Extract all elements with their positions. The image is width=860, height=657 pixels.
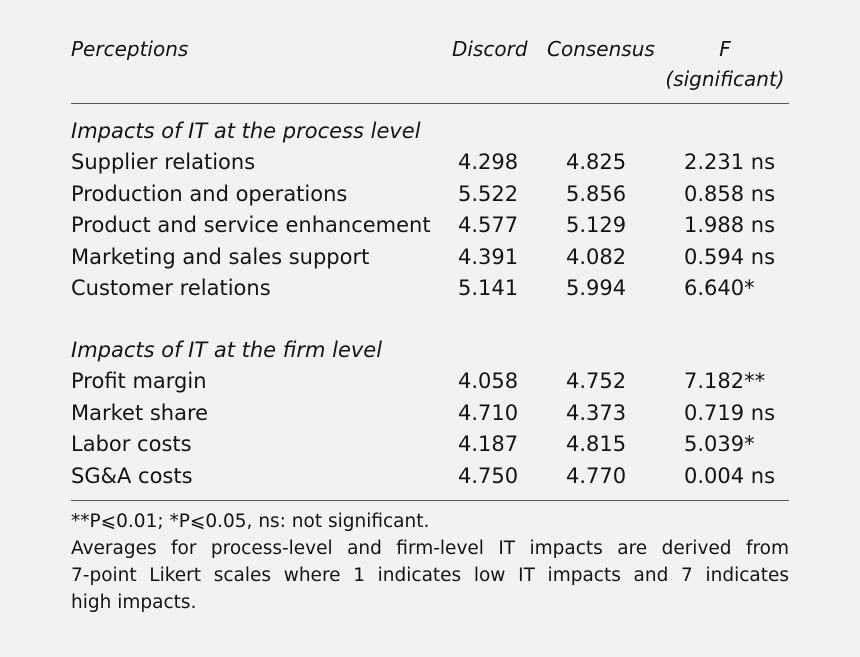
table-row: Marketing and sales support 4.391 4.082 0.5… [71,242,789,273]
table-row: Product and service enhancement 4.577 5.12… [71,210,789,241]
consensus-value: 4.770 [566,463,627,488]
row-label: Supplier relations [71,150,256,174]
likert-note-line-1: Averages for process-level and firm-leve… [71,538,789,559]
header-f: F (significant) [661,34,789,94]
discord-value: 5.141 [458,276,519,300]
header-consensus: Consensus [547,37,655,61]
consensus-value: 4.373 [566,400,627,425]
header-perceptions: Perceptions [71,37,189,61]
row-label: Product and service enhancement [71,213,431,237]
top-rule [71,103,789,104]
discord-value: 4.391 [458,244,519,269]
section-title: Impacts of IT at the firm level [71,338,383,362]
consensus-value: 5.856 [566,181,627,206]
section-title: Impacts of IT at the process level [71,119,421,143]
row-label: SG&A costs [71,463,193,488]
likert-note-line-2: 7-point Likert scales where 1 indicates … [71,565,789,586]
consensus-value: 4.752 [566,369,627,393]
discord-value: 4.058 [458,369,519,393]
f-value: 0.004 ns [684,463,776,488]
row-label: Labor costs [71,432,192,456]
row-label: Marketing and sales support [71,244,370,269]
likert-note-line-3: high impacts. [71,592,197,613]
consensus-value: 4.082 [566,244,627,269]
consensus-value: 4.815 [566,432,627,456]
discord-value: 4.187 [458,432,519,456]
table-row: SG&A costs 4.750 4.770 0.004 ns [71,461,789,492]
consensus-value: 5.994 [566,276,627,300]
table-row: Labor costs 4.187 4.815 5.039* [71,429,789,460]
f-value: 0.719 ns [684,400,776,425]
header-significant: (significant) [665,67,785,91]
results-table: Perceptions Discord Consensus F (signifi… [71,0,789,657]
table-row: Profit margin 4.058 4.752 7.182** [71,366,789,397]
discord-value: 4.710 [458,400,519,425]
consensus-value: 4.825 [566,150,627,174]
table-row: Production and operations 5.522 5.856 0.858… [71,179,789,210]
discord-value: 5.522 [458,181,519,206]
f-value: 6.640* [684,276,755,300]
f-value: 1.988 ns [684,213,776,237]
f-value: 7.182** [684,369,766,393]
f-value: 0.858 ns [684,181,776,206]
header-discord: Discord [452,37,528,61]
discord-value: 4.298 [458,150,519,174]
header-f-label: F [719,37,731,61]
f-value: 0.594 ns [684,244,776,269]
f-value: 2.231 ns [684,150,776,174]
f-value: 5.039* [684,432,755,456]
footnotes: **P⩽0.01; *P⩽0.05, ns: not significant. … [71,508,789,616]
row-label: Production and operations [71,181,348,206]
significance-note: **P⩽0.01; *P⩽0.05, ns: not significant. [71,511,430,532]
discord-value: 4.577 [458,213,519,237]
table-row: Supplier relations 4.298 4.825 2.231 ns [71,147,789,178]
table-row: Market share 4.710 4.373 0.719 ns [71,398,789,429]
row-label: Customer relations [71,276,271,300]
row-label: Profit margin [71,369,207,393]
consensus-value: 5.129 [566,213,627,237]
row-label: Market share [71,400,209,425]
bottom-rule [71,500,789,501]
discord-value: 4.750 [458,463,519,488]
table-row: Customer relations 5.141 5.994 6.640* [71,273,789,304]
